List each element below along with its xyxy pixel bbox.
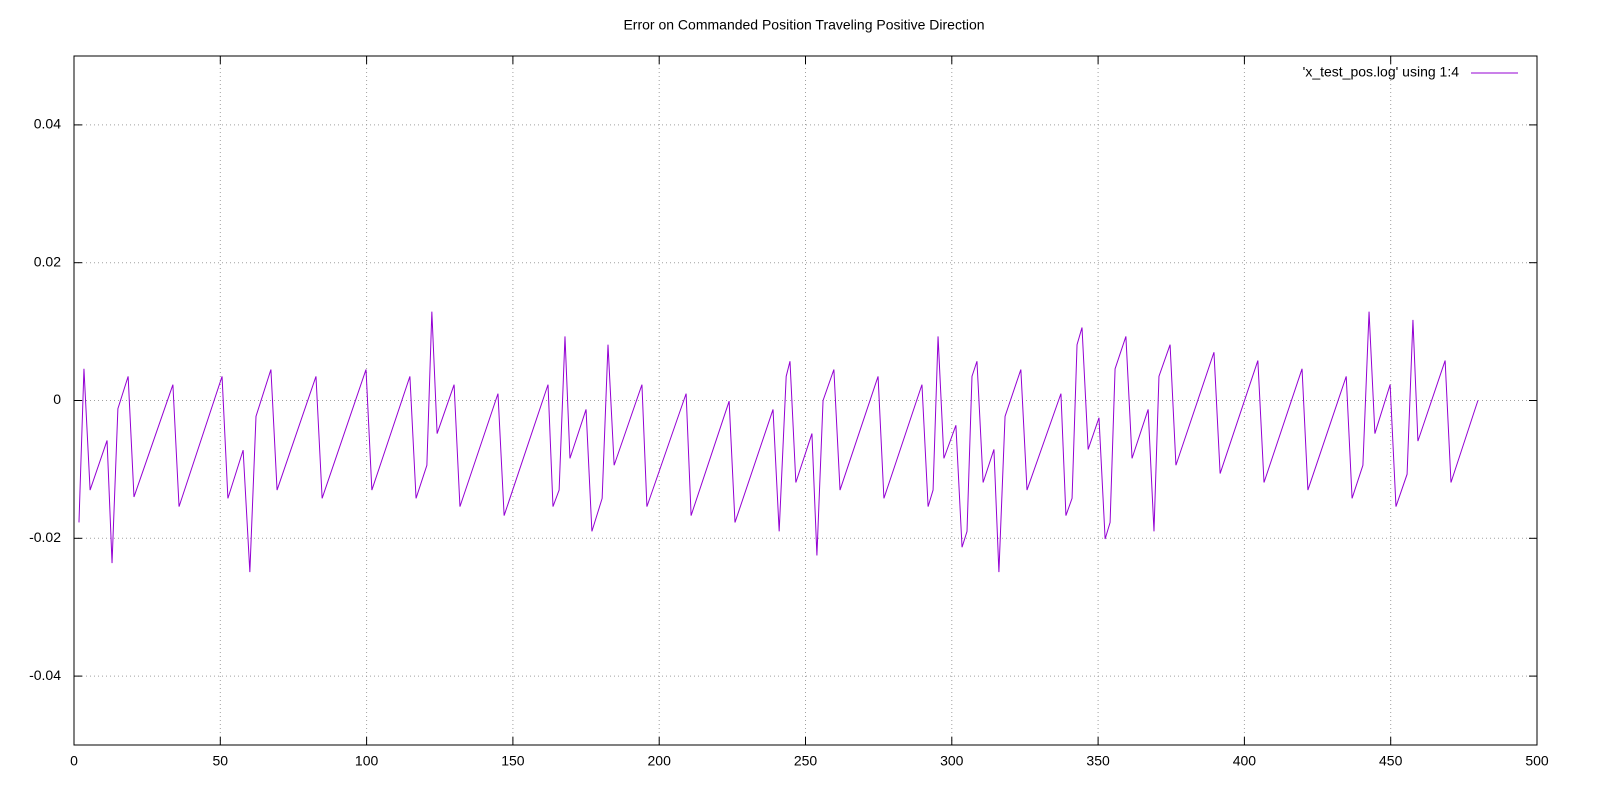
y-tick-label: -0.04 (29, 667, 61, 683)
x-tick-label: 450 (1379, 753, 1403, 769)
x-tick-label: 500 (1525, 753, 1549, 769)
x-tick-label: 200 (648, 753, 672, 769)
chart-title: Error on Commanded Position Traveling Po… (623, 17, 984, 33)
plot-frame (73, 55, 1538, 746)
x-tick-label: 300 (940, 753, 964, 769)
x-tick-label: 100 (355, 753, 379, 769)
x-tick-label: 50 (213, 753, 229, 769)
y-tick-label: 0 (53, 391, 61, 407)
x-tick-label: 150 (501, 753, 525, 769)
x-tick-label: 350 (1086, 753, 1110, 769)
legend-label: 'x_test_pos.log' using 1:4 (1303, 64, 1460, 80)
y-tick-label: 0.02 (34, 253, 61, 269)
x-tick-label: 0 (70, 753, 78, 769)
data-line (78, 311, 1479, 573)
y-tick-label: 0.04 (34, 116, 61, 132)
y-tick-label: -0.02 (29, 529, 61, 545)
x-tick-label: 400 (1233, 753, 1257, 769)
x-tick-label: 250 (794, 753, 818, 769)
